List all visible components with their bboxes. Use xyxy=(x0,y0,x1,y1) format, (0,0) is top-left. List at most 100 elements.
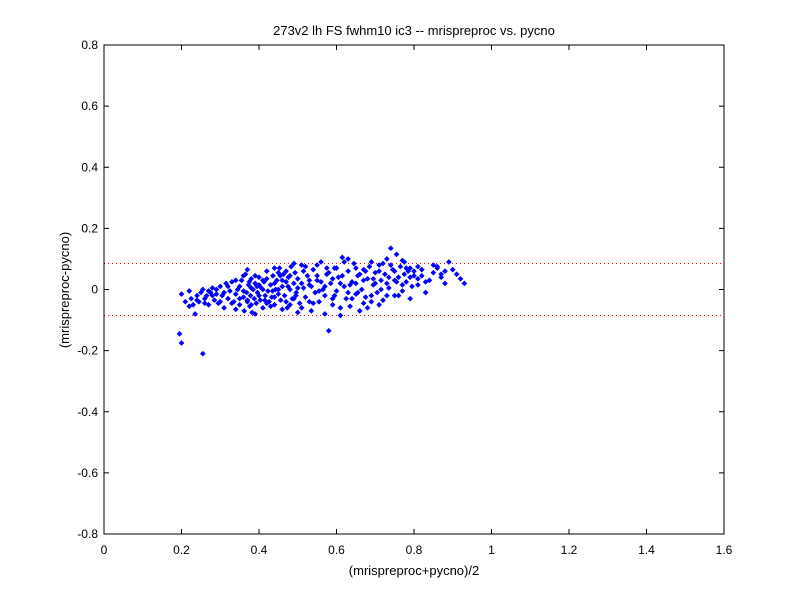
data-point xyxy=(199,350,206,357)
data-point xyxy=(381,271,388,278)
data-point xyxy=(422,278,429,285)
data-point xyxy=(352,280,359,287)
data-point xyxy=(407,274,414,281)
data-point xyxy=(445,259,452,265)
data-point xyxy=(430,262,437,269)
data-point xyxy=(356,271,363,278)
data-point xyxy=(393,251,400,258)
data-point xyxy=(343,295,350,302)
data-point xyxy=(387,262,394,269)
data-point xyxy=(310,266,317,273)
data-point xyxy=(246,278,253,285)
data-point xyxy=(397,263,404,270)
data-point xyxy=(240,288,247,294)
data-point xyxy=(240,272,247,279)
data-point xyxy=(217,283,224,290)
data-point xyxy=(414,281,421,288)
data-point xyxy=(341,283,348,290)
data-point xyxy=(178,340,185,346)
data-point xyxy=(399,257,406,264)
data-point xyxy=(341,259,348,265)
data-point xyxy=(399,288,406,294)
data-point xyxy=(337,312,344,319)
data-point xyxy=(298,280,305,287)
data-point xyxy=(321,292,328,299)
data-point xyxy=(261,297,268,304)
data-point xyxy=(269,288,276,294)
data-point xyxy=(300,285,307,291)
y-tick-label: -0.8 xyxy=(77,527,98,541)
x-tick-label: 0.8 xyxy=(406,543,423,557)
data-point xyxy=(259,304,266,311)
data-point xyxy=(294,285,301,291)
data-point xyxy=(347,303,354,310)
data-point xyxy=(385,274,392,281)
data-point xyxy=(228,300,235,307)
data-point xyxy=(362,268,369,275)
data-point xyxy=(383,255,390,262)
data-point xyxy=(376,268,383,275)
data-point xyxy=(271,265,278,272)
x-tick-labels: 0 0.2 0.4 0.6 0.8 1 1.2 1.4 1.6 xyxy=(101,543,733,557)
data-point xyxy=(360,277,367,284)
data-point xyxy=(411,268,417,275)
data-point xyxy=(380,260,386,267)
data-point xyxy=(205,288,212,294)
data-point xyxy=(358,286,365,293)
y-tick-label: 0.6 xyxy=(81,99,98,113)
data-point xyxy=(350,260,357,267)
data-point xyxy=(325,327,332,334)
data-point xyxy=(387,245,394,252)
data-point xyxy=(316,288,323,294)
data-point xyxy=(287,272,293,279)
data-point xyxy=(329,275,336,282)
data-point xyxy=(279,277,286,284)
data-point xyxy=(345,255,352,262)
data-point xyxy=(279,306,286,313)
data-point xyxy=(285,283,292,290)
data-point xyxy=(244,297,251,304)
data-point xyxy=(188,295,195,302)
data-point xyxy=(366,263,373,270)
x-tick-label: 0 xyxy=(101,543,108,557)
data-point xyxy=(298,304,305,311)
data-point xyxy=(368,292,375,299)
data-point xyxy=(325,269,332,276)
data-point xyxy=(292,269,298,276)
data-point xyxy=(186,303,193,310)
data-point xyxy=(383,280,390,287)
data-point xyxy=(345,289,352,296)
data-point xyxy=(327,280,334,287)
data-point xyxy=(203,292,210,299)
data-point xyxy=(247,292,254,299)
data-point xyxy=(277,297,284,304)
y-tick-label: -0.2 xyxy=(77,344,98,358)
data-point xyxy=(252,310,259,317)
data-point xyxy=(294,275,301,282)
data-point xyxy=(321,310,328,317)
data-point xyxy=(461,280,468,287)
data-point xyxy=(422,289,429,296)
data-point xyxy=(248,285,255,291)
data-point xyxy=(287,301,293,308)
data-point xyxy=(370,275,377,282)
data-point xyxy=(290,260,297,267)
data-point xyxy=(290,295,297,302)
data-point xyxy=(407,295,414,302)
y-tick-label: 0.8 xyxy=(81,38,98,52)
data-point xyxy=(329,301,336,308)
data-point xyxy=(225,283,231,290)
data-point xyxy=(238,277,245,284)
data-point xyxy=(430,269,437,276)
data-point xyxy=(294,309,301,316)
data-point xyxy=(300,268,307,275)
plot-area xyxy=(104,45,724,534)
x-tick-label: 1.4 xyxy=(638,543,655,557)
x-tick-label: 1 xyxy=(488,543,495,557)
data-point xyxy=(283,268,290,275)
data-point xyxy=(199,286,206,293)
data-point xyxy=(308,307,315,314)
y-axis-label: (mrispreproc-pycno) xyxy=(57,232,72,348)
data-point xyxy=(442,268,448,275)
data-point xyxy=(321,283,328,290)
